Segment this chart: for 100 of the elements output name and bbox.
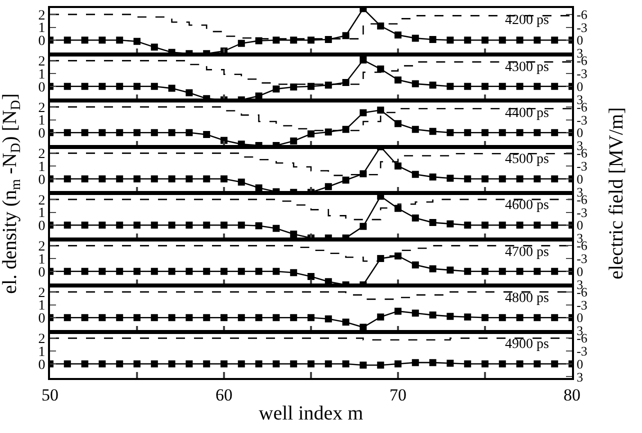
- y2-tick-label: -3: [576, 297, 588, 312]
- point: [81, 314, 88, 322]
- point: [186, 268, 193, 275]
- y-tick-label: 2: [38, 240, 46, 255]
- point: [324, 315, 332, 322]
- point: [551, 175, 558, 182]
- point: [81, 129, 88, 136]
- y2-tick-label: -3: [576, 112, 588, 128]
- point: [377, 22, 384, 30]
- point: [116, 222, 124, 229]
- point: [498, 314, 506, 322]
- point: [516, 175, 524, 182]
- point: [238, 314, 245, 322]
- point: [186, 175, 193, 182]
- point: [464, 36, 472, 44]
- y-tick-label: 0: [38, 126, 46, 142]
- point: [412, 310, 419, 317]
- point: [377, 106, 384, 114]
- point: [64, 129, 71, 136]
- x-axis-title: well index m: [258, 402, 364, 424]
- point: [498, 36, 506, 44]
- point: [168, 268, 176, 275]
- y2-tick-label: 0: [576, 310, 584, 326]
- y-tick-label: 0: [38, 312, 46, 327]
- y-tick-label: 2: [38, 8, 46, 24]
- y-tick-label: 0: [38, 172, 46, 188]
- y-tick-label: 0: [38, 34, 46, 50]
- point: [238, 222, 245, 229]
- point: [324, 183, 332, 190]
- point: [272, 36, 280, 44]
- y2-tick-label: 0: [576, 125, 584, 140]
- y-tick-label: 1: [38, 252, 46, 268]
- point: [551, 36, 558, 44]
- annotation: 4500 ps: [505, 152, 549, 167]
- y2-tick-label: -3: [576, 20, 588, 35]
- point: [186, 314, 193, 322]
- y2-tick-label: 0: [576, 264, 584, 279]
- point: [324, 128, 332, 136]
- y-tick-label: 1: [38, 160, 46, 175]
- point: [255, 314, 262, 322]
- point: [98, 129, 106, 136]
- point: [412, 170, 419, 178]
- point: [272, 268, 280, 275]
- point: [203, 175, 210, 182]
- annotation: 4900 ps: [505, 337, 549, 352]
- point: [360, 109, 367, 116]
- point: [98, 175, 106, 182]
- point: [308, 130, 314, 138]
- point: [290, 269, 298, 276]
- point: [516, 268, 524, 275]
- point: [516, 82, 524, 90]
- point: [255, 222, 262, 230]
- y2-tick-label: 0: [576, 218, 584, 233]
- point: [534, 129, 541, 136]
- y2-tick-label: -3: [576, 344, 588, 359]
- point: [360, 222, 367, 230]
- point: [186, 129, 193, 136]
- point: [482, 36, 488, 44]
- y-tick-label: 1: [38, 114, 46, 129]
- y2-tick-label: 0: [576, 32, 584, 48]
- point: [482, 82, 488, 90]
- annotation: 4700 ps: [505, 245, 549, 260]
- point: [464, 82, 472, 90]
- point: [342, 318, 350, 326]
- point: [134, 82, 140, 90]
- y-tick-label: 1: [38, 67, 46, 82]
- point: [324, 36, 332, 43]
- y-tick-label: 2: [38, 332, 46, 348]
- point: [534, 222, 541, 229]
- point: [429, 128, 436, 135]
- annotation: 4600 ps: [505, 198, 549, 213]
- point: [64, 175, 71, 182]
- point: [516, 36, 524, 44]
- point: [150, 314, 158, 322]
- point: [150, 222, 158, 229]
- point: [98, 82, 106, 90]
- point: [412, 80, 419, 88]
- point: [446, 82, 454, 90]
- point: [429, 265, 436, 272]
- annotation: 4300 ps: [505, 60, 549, 75]
- y2-tick-label: 3: [576, 369, 584, 384]
- point: [116, 129, 124, 136]
- point: [255, 184, 262, 192]
- point: [64, 314, 71, 322]
- point: [98, 222, 106, 229]
- point: [551, 82, 558, 90]
- point: [238, 268, 245, 275]
- y-tick-label: 1: [38, 344, 46, 360]
- point: [81, 268, 88, 275]
- point: [342, 79, 350, 86]
- y2-axis-title: electric field [MV/m]: [605, 107, 628, 280]
- point: [238, 178, 245, 186]
- point: [498, 129, 506, 136]
- point: [342, 126, 350, 133]
- point: [116, 314, 124, 322]
- point: [186, 222, 193, 229]
- y2-tick-label: 0: [576, 356, 584, 372]
- y-tick-label: 2: [38, 54, 46, 70]
- y-tick-label: 1: [38, 206, 46, 222]
- point: [81, 222, 88, 229]
